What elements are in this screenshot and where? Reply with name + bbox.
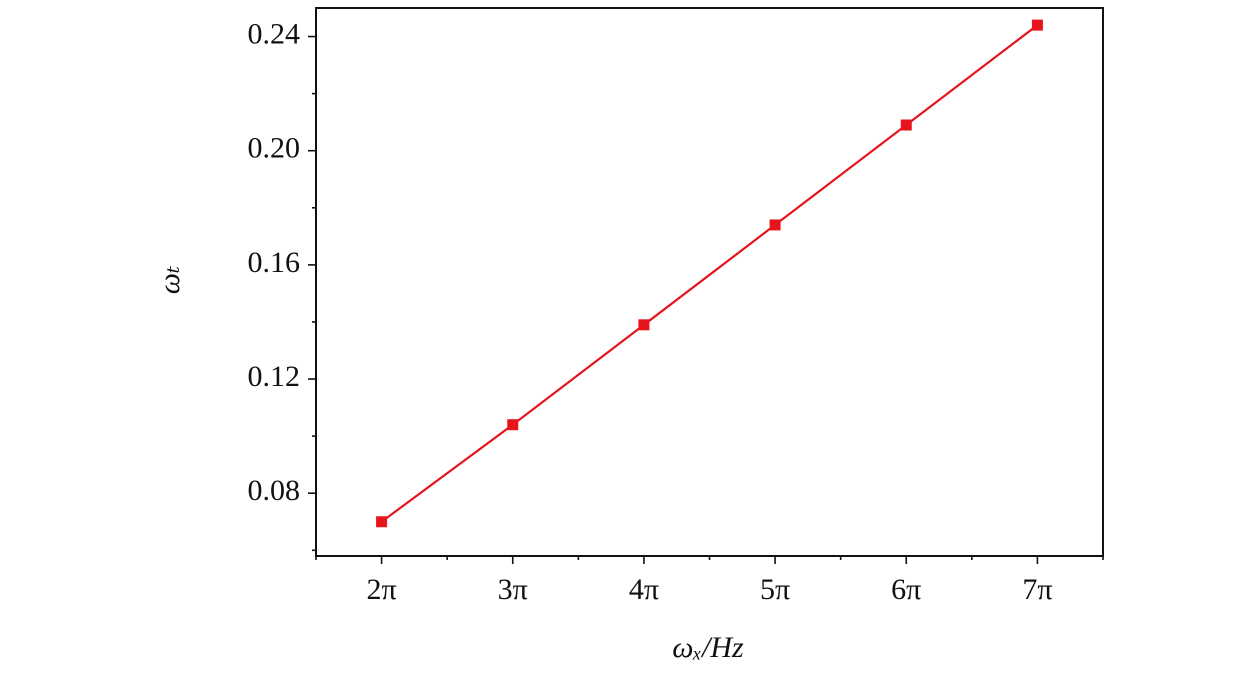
marker	[769, 219, 781, 231]
y-tick-label: 0.12	[248, 360, 301, 393]
marker	[900, 119, 912, 131]
y-tick-label: 0.08	[248, 474, 301, 507]
x-tick-label: 6π	[891, 573, 921, 606]
x-tick-label: 3π	[498, 573, 528, 606]
marker	[1031, 19, 1043, 31]
x-tick-label: 5π	[760, 573, 790, 606]
x-tick-label: 2π	[367, 573, 397, 606]
series-line	[380, 24, 1039, 523]
y-axis-label: ωₜ	[153, 265, 186, 294]
x-axis-label: ωₓ/Hz	[672, 631, 744, 664]
marker	[638, 319, 650, 331]
y-tick-label: 0.16	[248, 246, 301, 279]
x-tick-label: 4π	[629, 573, 659, 606]
plot-frame	[315, 7, 1104, 557]
marker	[376, 516, 388, 528]
x-tick-label: 7π	[1022, 573, 1052, 606]
marker	[507, 419, 519, 431]
y-tick-label: 0.20	[248, 132, 301, 165]
y-tick-label: 0.24	[248, 17, 301, 50]
